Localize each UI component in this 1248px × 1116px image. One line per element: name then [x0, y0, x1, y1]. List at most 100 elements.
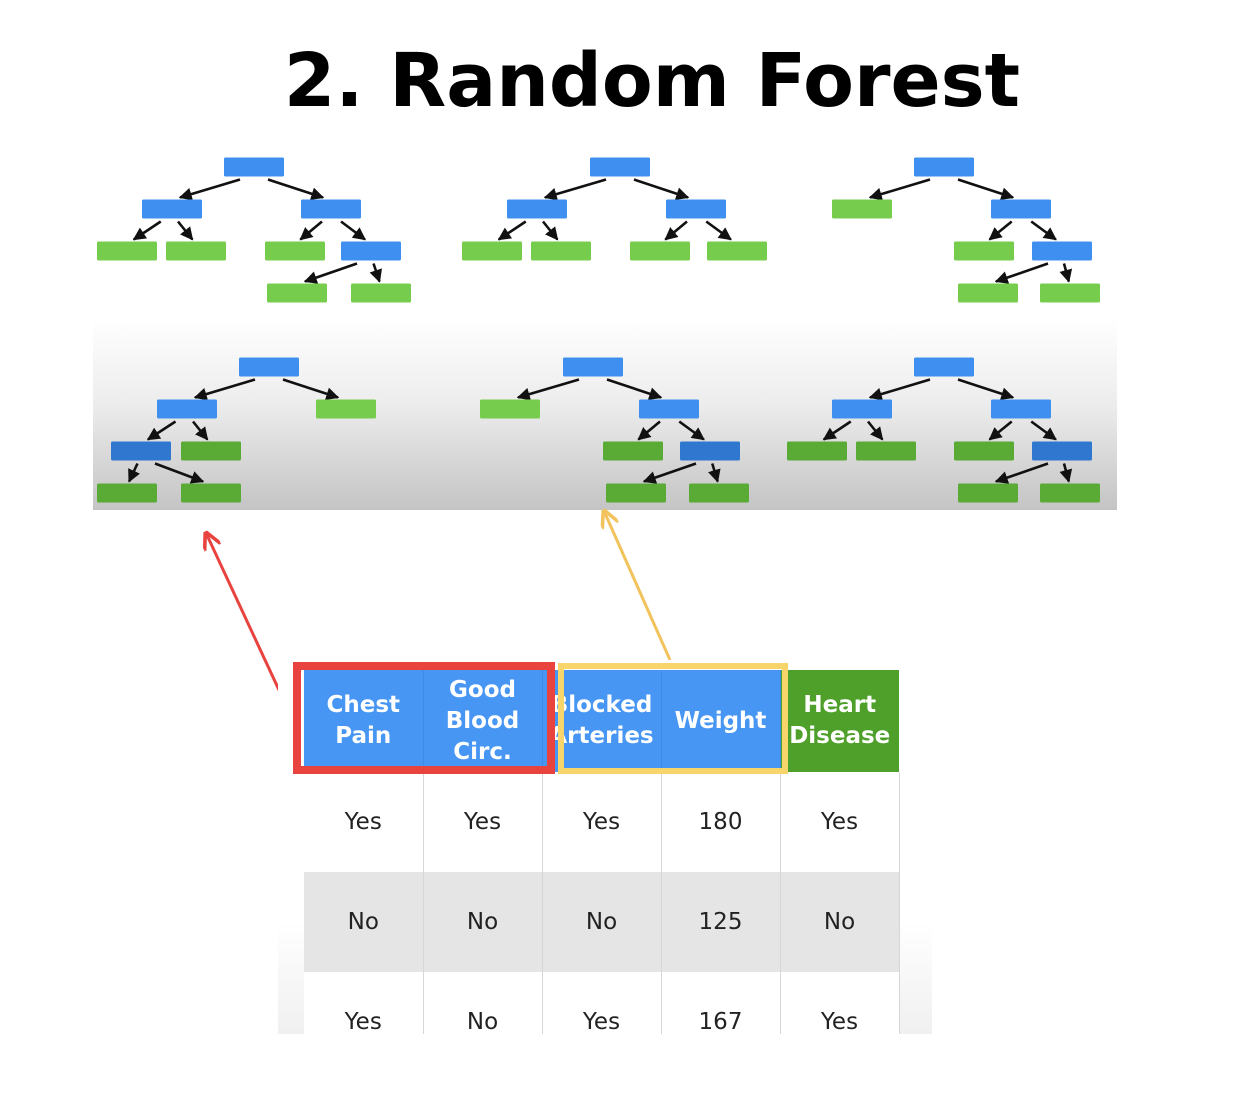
- decision-tree: [480, 357, 749, 503]
- training-data-table: Chest Pain Good Blood Circ. Blocked Arteries We…: [304, 670, 900, 1034]
- red-pointer-arrow: [206, 533, 294, 719]
- tree-edge-arrow: [866, 420, 884, 441]
- table-cell: Yes: [780, 972, 900, 1034]
- tree-leaf-node: [265, 241, 325, 261]
- tree-edge-arrow: [132, 220, 162, 241]
- table-cell: No: [780, 872, 900, 972]
- table-cell: Yes: [542, 972, 662, 1034]
- column-header-line: Blocked: [550, 692, 653, 718]
- tree-leaf-node: [351, 283, 411, 303]
- tree-leaf-node: [480, 399, 540, 419]
- table-body: Yes Yes Yes 180 Yes No No No 125 No Yes No Yes 167 Yes: [304, 772, 900, 1034]
- table-cell: Yes: [542, 772, 662, 872]
- tree-edge-arrow: [988, 420, 1013, 441]
- tree-split-node: [239, 357, 299, 377]
- tree-edge-arrow: [146, 420, 177, 441]
- page-title: 2. Random Forest: [283, 38, 1021, 124]
- tree-leaf-node: [707, 241, 767, 261]
- tree-edge-arrow: [1059, 463, 1073, 483]
- column-header-1: Good Blood Circ.: [423, 670, 543, 772]
- tree-leaf-node: [181, 483, 241, 503]
- tree-split-node: [914, 357, 974, 377]
- tree-edge-arrow: [541, 220, 559, 241]
- table-cell: Yes: [780, 772, 900, 872]
- table-cell: Yes: [423, 772, 543, 872]
- yellow-pointer-arrow: [604, 511, 672, 661]
- tree-split-node: [157, 399, 217, 419]
- tree-edge-arrow: [633, 178, 690, 200]
- tree-edge-arrow: [497, 220, 527, 241]
- table-cell: No: [423, 872, 543, 972]
- tree-split-node: [111, 441, 171, 461]
- column-header-line: Pain: [335, 723, 392, 749]
- table-cell: 180: [661, 772, 781, 872]
- forest-background-band: [93, 320, 1117, 510]
- tree-leaf-node: [181, 441, 241, 461]
- tree-split-node: [224, 157, 284, 177]
- column-header-0: Chest Pain: [304, 670, 424, 772]
- tree-split-node: [301, 199, 361, 219]
- tree-leaf-node: [954, 241, 1014, 261]
- column-header-4: Heart Disease: [780, 670, 899, 772]
- decision-tree: [462, 157, 767, 261]
- tree-split-node: [142, 199, 202, 219]
- tree-leaf-node: [954, 441, 1014, 461]
- tree-edge-arrow: [868, 178, 931, 201]
- tree-edge-arrow: [994, 462, 1049, 484]
- tree-edge-arrow: [282, 378, 340, 401]
- tree-edge-arrow: [957, 178, 1015, 201]
- tree-leaf-node: [603, 441, 663, 461]
- table-cell: No: [304, 872, 424, 972]
- decision-trees: [97, 157, 1100, 503]
- tree-leaf-node: [630, 241, 690, 261]
- training-data-table-panel: Chest Pain Good Blood Circ. Blocked Arteries We…: [278, 660, 932, 1034]
- tree-edge-arrow: [516, 378, 580, 401]
- tree-leaf-node: [97, 483, 157, 503]
- decision-tree: [832, 157, 1100, 303]
- decision-tree: [787, 357, 1100, 503]
- tree-edge-arrow: [191, 420, 209, 441]
- tree-leaf-node: [1040, 283, 1100, 303]
- tree-leaf-node: [1040, 483, 1100, 503]
- tree-leaf-node: [856, 441, 916, 461]
- column-header-line: Arteries: [549, 723, 654, 749]
- column-header-line: Chest: [326, 692, 401, 718]
- column-header-line: Blood: [445, 707, 520, 734]
- tree-split-node: [666, 199, 726, 219]
- tree-leaf-node: [97, 241, 157, 261]
- tree-split-node: [639, 399, 699, 419]
- tree-split-node: [1032, 441, 1092, 461]
- tree-edge-arrow: [705, 220, 732, 241]
- tree-edge-arrow: [664, 220, 688, 241]
- tree-edge-arrow: [957, 378, 1015, 401]
- table-cell: 167: [661, 972, 781, 1034]
- column-header-3: Weight: [661, 670, 781, 772]
- tree-leaf-node: [316, 399, 376, 419]
- column-header-line: Disease: [789, 723, 891, 749]
- tree-leaf-node: [462, 241, 522, 261]
- column-header-line: Weight: [674, 707, 767, 734]
- tree-edge-arrow: [868, 378, 931, 401]
- column-header-line: Heart: [803, 692, 877, 718]
- tree-edge-arrow: [127, 462, 140, 483]
- tree-leaf-node: [606, 483, 666, 503]
- tree-leaf-node: [958, 283, 1018, 303]
- tree-leaf-node: [787, 441, 847, 461]
- tree-edge-arrow: [369, 263, 382, 283]
- tree-edge-arrow: [988, 220, 1013, 241]
- tree-edge-arrow: [708, 463, 721, 483]
- table-cell: No: [542, 872, 662, 972]
- tree-edge-arrow: [178, 178, 241, 201]
- tree-leaf-node: [689, 483, 749, 503]
- tree-leaf-node: [832, 199, 892, 219]
- table-cell: 125: [661, 872, 781, 972]
- tree-split-node: [507, 199, 567, 219]
- tree-edge-arrow: [176, 220, 194, 241]
- tree-leaf-node: [531, 241, 591, 261]
- tree-split-node: [590, 157, 650, 177]
- tree-split-node: [832, 399, 892, 419]
- table-cell: Yes: [304, 972, 424, 1034]
- column-header-line: Circ.: [453, 738, 512, 765]
- table-cell: Yes: [304, 772, 424, 872]
